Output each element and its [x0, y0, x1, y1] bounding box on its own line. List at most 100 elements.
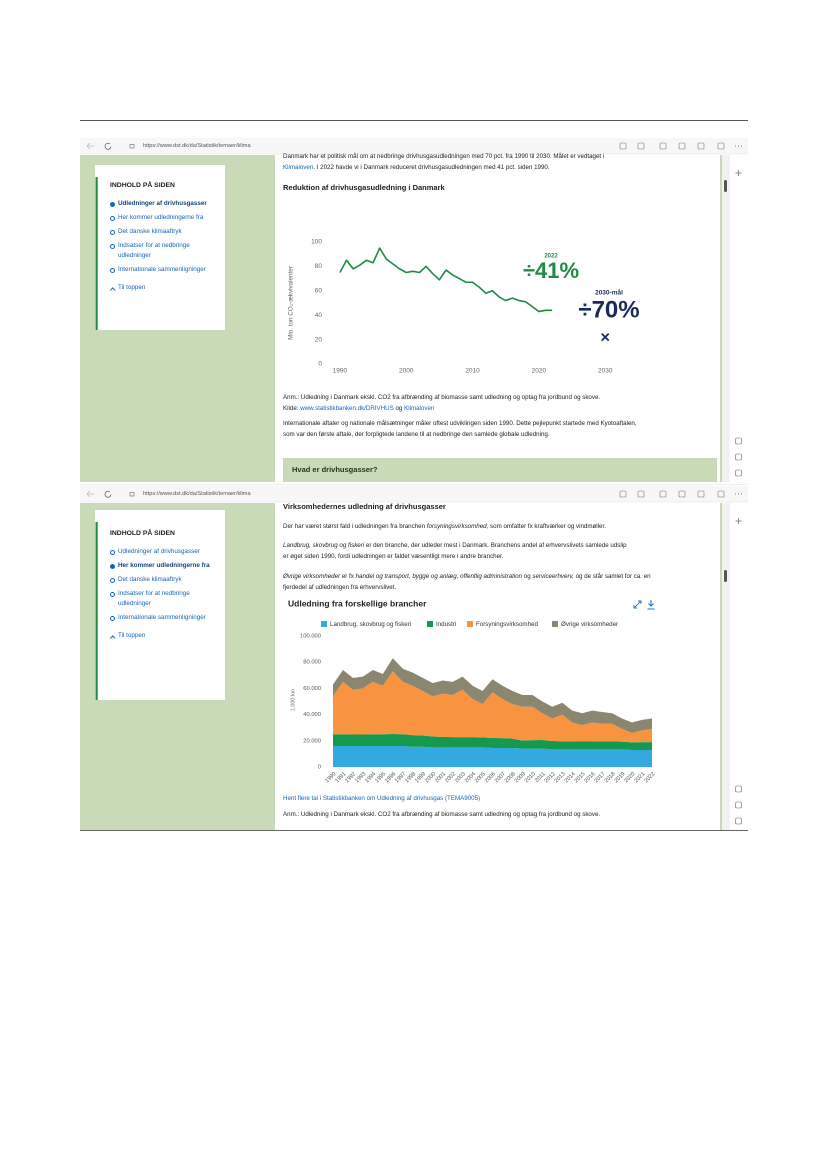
bullet — [110, 564, 115, 569]
paragraph: Øvrige virksomheder er fx handel og tran… — [283, 571, 655, 593]
toolbar-icon — [678, 490, 686, 498]
intro-paragraph: Danmark har et politisk mål om at nedbri… — [283, 151, 623, 173]
y-tick-label: 20.000 — [303, 738, 321, 744]
sidebar-item[interactable]: Udledninger af drivhusgasser — [110, 547, 210, 557]
y-axis-label: 1.000 ton — [290, 689, 296, 711]
side-panel — [729, 155, 748, 482]
legend-label: Øvrige virksomheder — [561, 621, 618, 628]
paragraph: Landbrug, skovbrug og fiskeri er den bra… — [283, 540, 633, 562]
y-tick-label: 40 — [315, 312, 323, 319]
y-tick-label: 60.000 — [303, 686, 321, 692]
y-tick-label: 40.000 — [303, 712, 321, 718]
annotation-value: ÷70% — [578, 296, 639, 323]
annotation-year: 2030-mål — [595, 289, 623, 297]
legend-label: Industri — [436, 621, 456, 628]
back-icon — [86, 142, 94, 150]
sidebar-item[interactable]: Indsatser for at nedbringe udledninger — [110, 589, 210, 609]
sidebar-title: INDHOLD PÅ SIDEN — [110, 530, 175, 537]
sidebar-item[interactable]: Her kommer udledningerne fra — [110, 561, 210, 571]
back-to-top[interactable]: Til toppen — [110, 283, 215, 293]
sidebar-item[interactable]: Internationale sammenligninger — [110, 265, 210, 275]
sidebar-item[interactable]: Internationale sammenligninger — [110, 613, 210, 623]
sidebar-box — [95, 165, 225, 330]
text-run: er den branche, der udleder mest i Danma… — [283, 542, 627, 560]
link[interactable]: www.statistikbanken.dk/DRIVHUS — [300, 405, 394, 412]
chevron — [110, 634, 116, 640]
scrollbar — [722, 155, 729, 482]
sidebar-accent — [95, 522, 98, 700]
legend-swatch — [427, 621, 433, 627]
statbank-link[interactable]: Hent flere tal i Statistikbanken om Udle… — [283, 795, 481, 802]
y-tick-label: 80 — [315, 263, 323, 270]
expand-icon — [633, 600, 642, 609]
toolbar-icon — [659, 142, 667, 150]
accordion-title[interactable]: Hvad er drivhusgasser? — [292, 465, 378, 474]
sidebar-item[interactable]: Her kommer udledningerne fra — [110, 213, 210, 223]
y-axis-label: Mio. ton CO₂-ækvivalenter — [288, 266, 295, 340]
x-tick-label: 1990 — [333, 368, 348, 375]
x-tick-label: 2010 — [465, 368, 480, 375]
text-run: Kilde: — [283, 405, 301, 412]
side-icon — [735, 785, 742, 793]
text-run: Danmark har et politisk mål om at nedbri… — [283, 153, 605, 160]
area — [333, 658, 652, 733]
toolbar-icon — [697, 490, 705, 498]
sidebar-accent — [95, 177, 98, 330]
scrollbar-thumb — [724, 570, 727, 582]
link[interactable]: Klimaloven — [283, 164, 314, 171]
y-tick-label: 100 — [311, 239, 322, 246]
legend-label: Forsyningsvirksomhed — [476, 621, 538, 628]
paragraph: Der har været størst fald i udledningen … — [283, 521, 703, 532]
accordion — [283, 458, 717, 482]
sidebar-item[interactable]: Det danske klimaaftryk — [110, 227, 210, 237]
sidebar-box — [95, 510, 225, 700]
text-run: og — [393, 405, 405, 412]
side-panel — [729, 503, 748, 830]
chart-title: Udledning fra forskellige brancher — [288, 598, 427, 608]
add-icon — [735, 518, 742, 524]
text-run: og de står samlet for ca. en fjerdedel a… — [283, 573, 651, 591]
sidebar-item[interactable]: Udledninger af drivhusgasser — [110, 199, 210, 209]
annotation-year: 2022 — [544, 254, 558, 260]
address-bar: https://www.dst.dk/da/Statistik/temaer/k… — [143, 491, 251, 497]
area — [333, 733, 652, 750]
toolbar-icon — [717, 490, 725, 498]
section-heading: Virksomhedernes udledning af drivhusgass… — [283, 502, 446, 511]
side-icon — [735, 453, 742, 461]
emphasis: Landbrug, skovbrug og fiskeri — [283, 542, 365, 549]
bullet — [110, 202, 115, 207]
side-icon — [735, 817, 742, 825]
sidebar-item[interactable]: Indsatser for at nedbringe udledninger — [110, 241, 210, 261]
bullet — [110, 550, 115, 555]
bullet — [110, 244, 115, 249]
toolbar — [80, 486, 748, 502]
area — [333, 746, 652, 767]
emphasis: Øvrige virksomheder — [283, 573, 341, 580]
toolbar-icon — [697, 142, 705, 150]
back-to-top[interactable]: Til toppen — [110, 631, 215, 641]
address-bar: https://www.dst.dk/da/Statistik/temaer/k… — [143, 143, 251, 149]
sidebar: INDHOLD PÅ SIDEN Udledninger af drivhusga… — [110, 529, 215, 641]
back-icon — [86, 490, 94, 498]
paragraph: Internationale aftaler og nationale måls… — [283, 420, 637, 438]
emphasis: serviceerhverv, — [532, 573, 574, 580]
sidebar-title: INDHOLD PÅ SIDEN — [110, 182, 175, 189]
text-run: Der har været størst fald i udledningen … — [283, 523, 427, 530]
source: Kilde: www.statistikbanken.dk/DRIVHUS og… — [283, 403, 434, 414]
toolbar-icon — [717, 142, 725, 150]
legend-swatch — [467, 621, 473, 627]
lock-icon — [129, 144, 135, 149]
bullet — [110, 592, 115, 597]
link[interactable]: Klimaloven — [404, 405, 435, 412]
y-tick-label: 60 — [315, 288, 323, 295]
bullet — [110, 230, 115, 235]
toolbar-icon — [619, 142, 627, 150]
emphasis: forsyningsvirksomhed, — [426, 523, 489, 530]
reload-icon — [104, 142, 112, 150]
legend-swatch — [321, 621, 327, 627]
sidebar-item[interactable]: Det danske klimaaftryk — [110, 575, 210, 585]
scrollbar-thumb — [724, 180, 727, 192]
y-tick-label: 0 — [318, 765, 321, 771]
lock-icon — [129, 492, 135, 497]
